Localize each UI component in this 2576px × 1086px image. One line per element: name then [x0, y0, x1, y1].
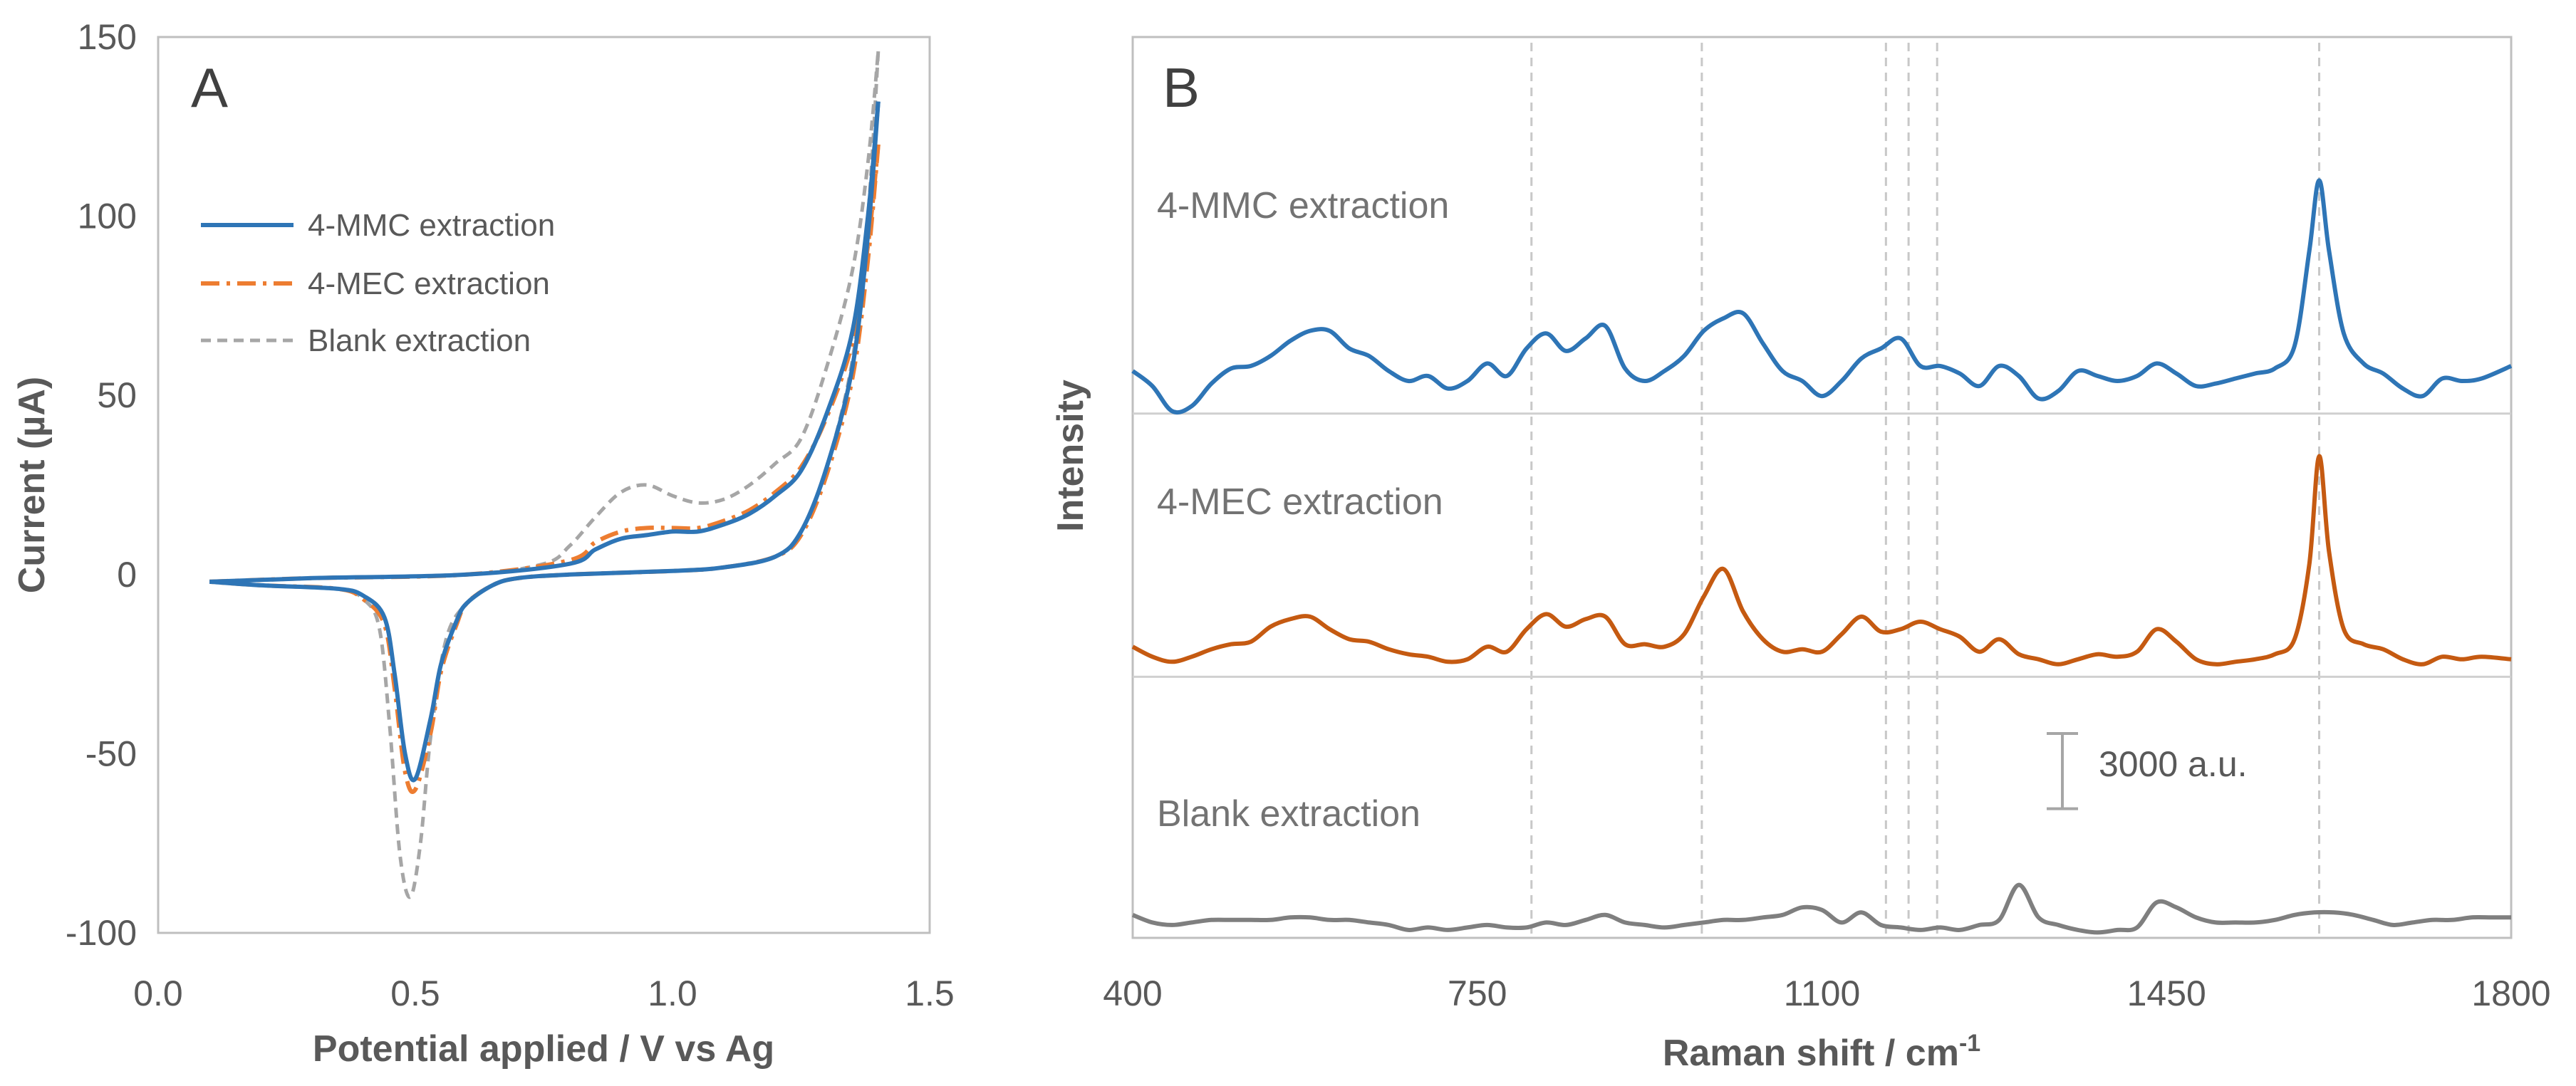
panel-b-x-tick-label: 1450 — [2127, 973, 2206, 1013]
panel-b-x-axis-title-main: Raman shift / cm — [1663, 1033, 1959, 1074]
panel-a-legend: 4-MMC extraction 4-MEC extraction Blank … — [201, 208, 555, 358]
panel-a-y-tick-label: -100 — [66, 913, 137, 953]
legend-label-4mmc: 4-MMC extraction — [308, 208, 555, 243]
panel-b-plot-area — [1131, 36, 2513, 939]
legend-label-blank: Blank extraction — [308, 323, 531, 358]
panel-a-y-tick-label: 0 — [117, 555, 137, 595]
series-blank-extraction-spectrum — [1131, 882, 2511, 935]
scale-bar-label: 3000 a.u. — [2099, 744, 2248, 784]
panel-b-x-axis-title: Raman shift / cm-1 — [1663, 1030, 1980, 1074]
panel-a-x-tick-label: 1.5 — [905, 973, 955, 1013]
series-label-blank: Blank extraction — [1157, 793, 1421, 835]
series-label-4mmc: 4-MMC extraction — [1157, 185, 1449, 226]
panel-b-x-tick-label: 750 — [1448, 973, 1507, 1013]
panel-b-scale-bar — [2047, 732, 2078, 810]
series-4-mmc-extraction-reverse-line — [209, 101, 881, 783]
panel-b-x-tick-label: 1100 — [1784, 973, 1861, 1013]
panel-a-cyclic-voltammogram: A -100 -50 0 50 100 150 0.0 0.5 1.0 1.5 4-MMC ext… — [11, 17, 955, 1070]
panel-a-y-tick-label: -50 — [85, 733, 137, 773]
legend-label-4mec: 4-MEC extraction — [308, 266, 550, 301]
panel-b-x-tick-label: 1800 — [2471, 973, 2550, 1013]
panel-b-raman-spectra: B 400 750 1100 1450 1800 4-MMC extraction 4-… — [1050, 36, 2551, 1074]
panel-a-x-tick-label: 0.5 — [390, 973, 440, 1013]
panel-a-y-axis-title: Current (µA) — [11, 377, 53, 593]
series-4-mmc-extraction-forward-line — [209, 101, 881, 584]
series-4-mec-extraction-spectrum — [1131, 454, 2512, 667]
panel-b-x-axis-title-superscript: -1 — [1959, 1030, 1980, 1057]
panel-b-y-axis-title: Intensity — [1050, 380, 1091, 532]
panel-a-y-tick-label: 150 — [78, 17, 137, 57]
series-label-4mec: 4-MEC extraction — [1157, 481, 1443, 523]
panel-b-baselines — [1133, 412, 2511, 678]
panel-b-tick-labels: 400 750 1100 1450 1800 — [1103, 973, 2550, 1013]
panel-a-letter: A — [191, 56, 228, 119]
panel-a-tick-labels: -100 -50 0 50 100 150 0.0 0.5 1.0 1.5 — [66, 17, 955, 1013]
panel-b-series — [1131, 178, 2513, 935]
panel-b-x-tick-label: 400 — [1103, 973, 1162, 1013]
panel-a-x-tick-label: 1.0 — [648, 973, 697, 1013]
panel-a-series — [209, 51, 881, 899]
series-4-mmc-extraction-spectrum — [1131, 178, 2513, 415]
panel-a-plot-area — [157, 36, 931, 934]
panel-a-y-tick-label: 50 — [97, 375, 137, 415]
panel-a-y-tick-label: 100 — [78, 197, 137, 236]
panel-a-x-tick-label: 0.0 — [133, 973, 183, 1013]
panel-b-letter: B — [1163, 56, 1200, 119]
panel-a-x-axis-title: Potential applied / V vs Ag — [313, 1028, 774, 1070]
